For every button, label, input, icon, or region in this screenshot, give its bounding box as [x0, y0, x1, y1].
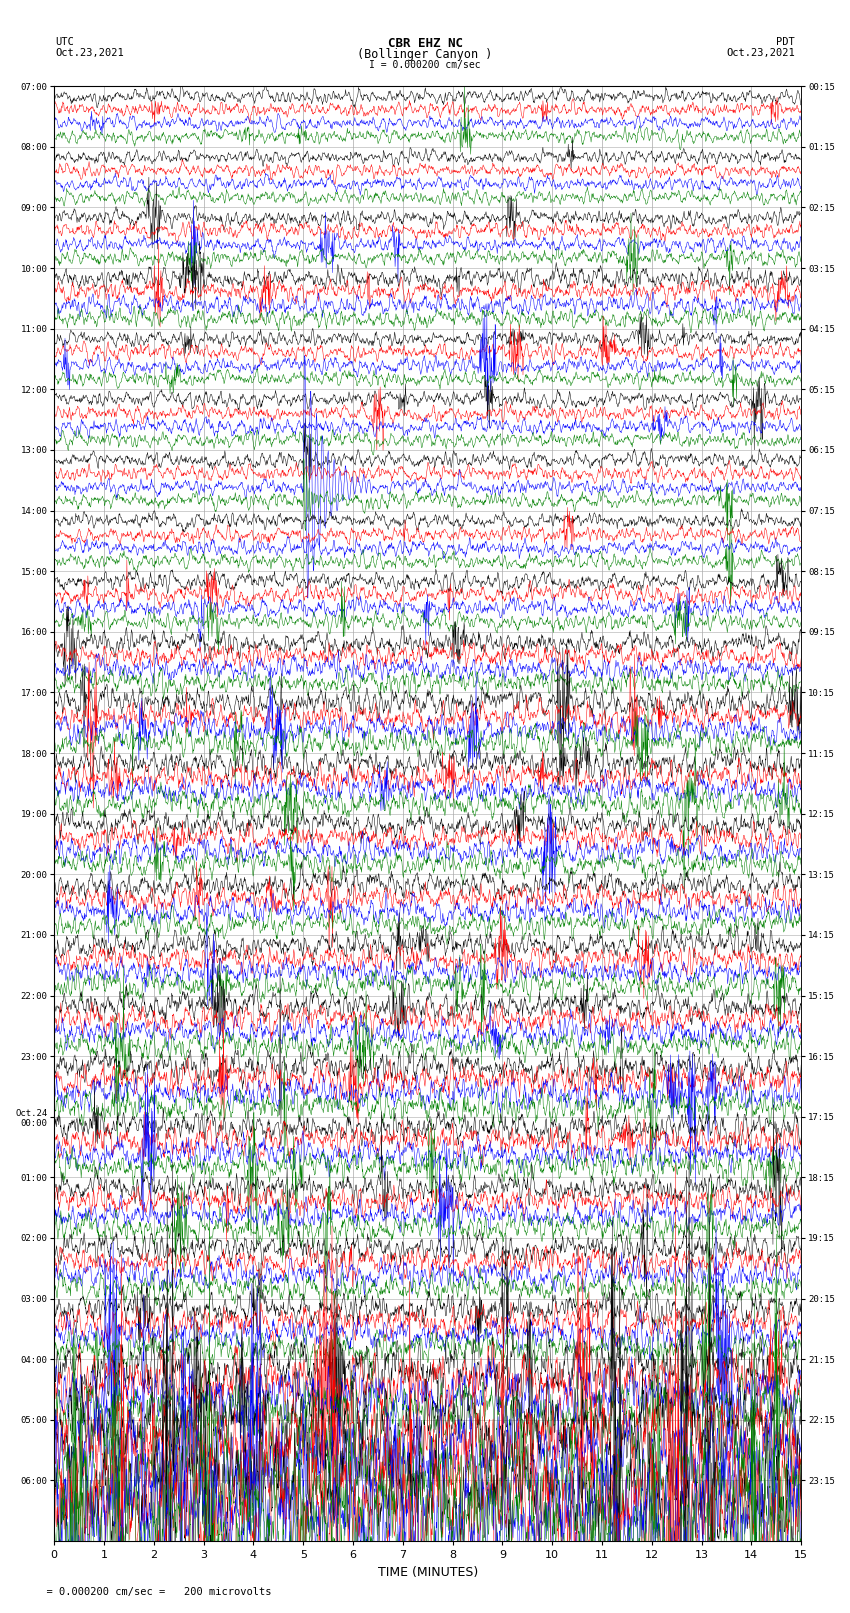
Text: Oct.23,2021: Oct.23,2021 — [726, 48, 795, 58]
Text: I = 0.000200 cm/sec: I = 0.000200 cm/sec — [369, 60, 481, 69]
Text: CBR EHZ NC: CBR EHZ NC — [388, 37, 462, 50]
X-axis label: TIME (MINUTES): TIME (MINUTES) — [377, 1566, 478, 1579]
Text: PDT: PDT — [776, 37, 795, 47]
Text: UTC: UTC — [55, 37, 74, 47]
Text: = 0.000200 cm/sec =   200 microvolts: = 0.000200 cm/sec = 200 microvolts — [34, 1587, 271, 1597]
Text: Oct.23,2021: Oct.23,2021 — [55, 48, 124, 58]
Text: (Bollinger Canyon ): (Bollinger Canyon ) — [357, 48, 493, 61]
